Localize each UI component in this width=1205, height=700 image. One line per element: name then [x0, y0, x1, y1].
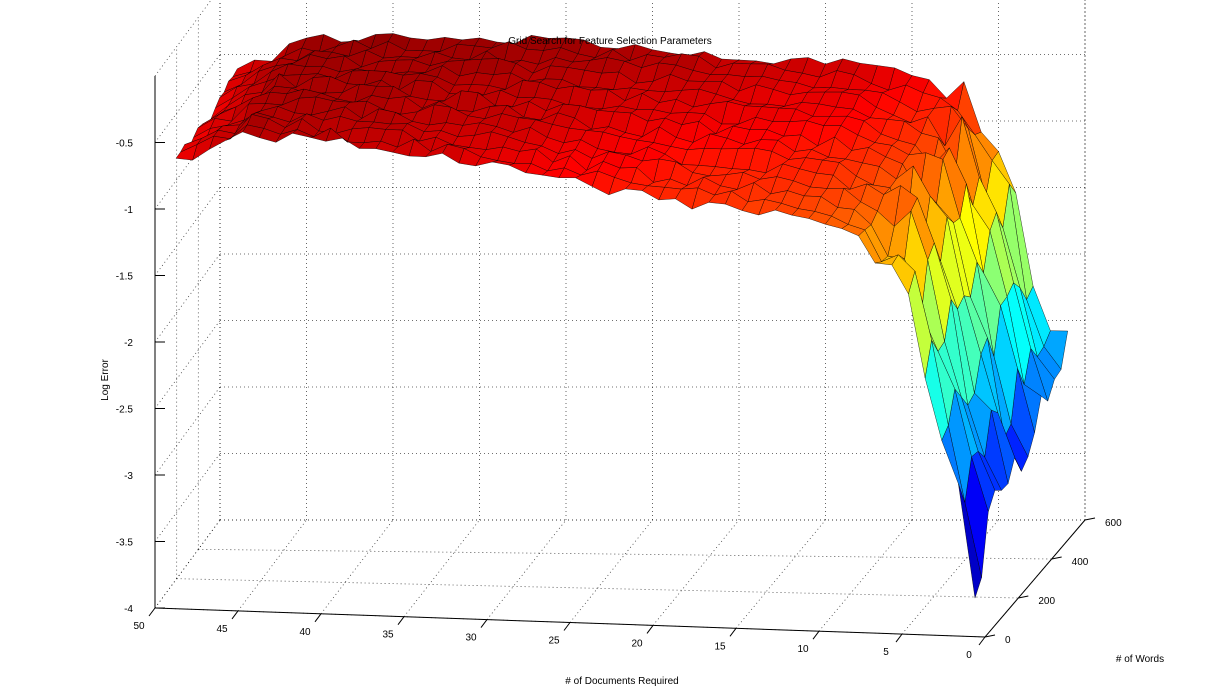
x-axis-label: # of Documents Required	[565, 676, 678, 687]
x-tick-label: 15	[714, 641, 726, 652]
tick-labels: -4 -3.5 -3 -2.5 -2 -1.5 -1 -0.5 0 5 10 15 20 25 30 35 40…	[116, 139, 1122, 662]
x-tick-label: 0	[966, 650, 972, 661]
error-surface	[175, 33, 1068, 599]
grid-line-floor-y	[176, 578, 1019, 599]
y-tick-label: 200	[1038, 596, 1055, 607]
x-tick-label: 25	[548, 636, 560, 647]
z-tick-label: -0.5	[116, 139, 134, 150]
grid-line-floor-x	[403, 519, 480, 617]
x-tick	[729, 627, 737, 637]
grid-line-floor-x	[486, 519, 567, 620]
y-tick	[984, 634, 996, 638]
z-tick-label: -2.5	[116, 405, 134, 416]
z-tick-label: -1	[124, 205, 133, 216]
grid-line-floor-x	[237, 519, 307, 612]
y-tick	[1051, 556, 1062, 560]
grid-line-floor-x	[818, 519, 913, 632]
grid-line-side-z	[154, 187, 221, 276]
grid-line-floor-x	[652, 519, 740, 626]
x-tick	[646, 625, 654, 634]
x-tick-label: 45	[216, 624, 228, 635]
surface-face	[175, 144, 198, 161]
grid-line-floor-y	[198, 548, 1052, 560]
x-tick-label: 10	[797, 644, 809, 655]
x-tick	[978, 636, 986, 646]
grid-line-side-z	[154, 253, 221, 343]
z-tick-label: -4	[124, 604, 133, 615]
y-axis-label: # of Words	[1116, 654, 1164, 665]
x-tick	[563, 622, 571, 631]
y-tick	[1084, 517, 1096, 521]
x-tick-label: 30	[465, 633, 477, 644]
x-tick-label: 40	[299, 627, 311, 638]
x-tick	[812, 630, 820, 640]
box-edge	[154, 0, 212, 77]
y-tick	[1018, 595, 1029, 599]
grid-line-floor-x	[320, 519, 394, 615]
z-tick-label: -3.5	[116, 538, 134, 549]
z-axis-label: Log Error	[100, 358, 111, 400]
x-tick-label: 20	[631, 638, 643, 649]
z-tick-label: -2	[124, 338, 133, 349]
grid-line-floor-x	[154, 519, 221, 609]
axes	[148, 76, 1096, 646]
x-tick	[480, 619, 488, 628]
x-tick	[314, 613, 322, 623]
grid-line-side-z	[154, 320, 221, 409]
grid-line-floor-x	[569, 519, 653, 623]
x-tick-label: 35	[382, 630, 394, 641]
x-tick-label: 5	[883, 647, 889, 658]
z-tick-label: -3	[124, 471, 133, 482]
y-axis-line	[984, 519, 1086, 638]
chart-title: Grid Search for Feature Selection Parame…	[508, 36, 711, 47]
y-tick-label: 600	[1105, 518, 1122, 529]
x-tick	[397, 616, 405, 626]
grid-line-side-z	[154, 386, 221, 476]
y-tick-label: 0	[1005, 635, 1011, 646]
z-tick-label: -1.5	[116, 272, 134, 283]
x-tick	[148, 607, 156, 617]
y-tick-label: 400	[1072, 557, 1089, 568]
grid-line-floor-x	[735, 519, 826, 629]
grid-lines	[154, 0, 1086, 638]
x-tick	[895, 633, 903, 643]
x-tick-label: 50	[133, 621, 145, 632]
grid-line-side-z	[154, 453, 221, 542]
x-tick	[231, 610, 239, 620]
